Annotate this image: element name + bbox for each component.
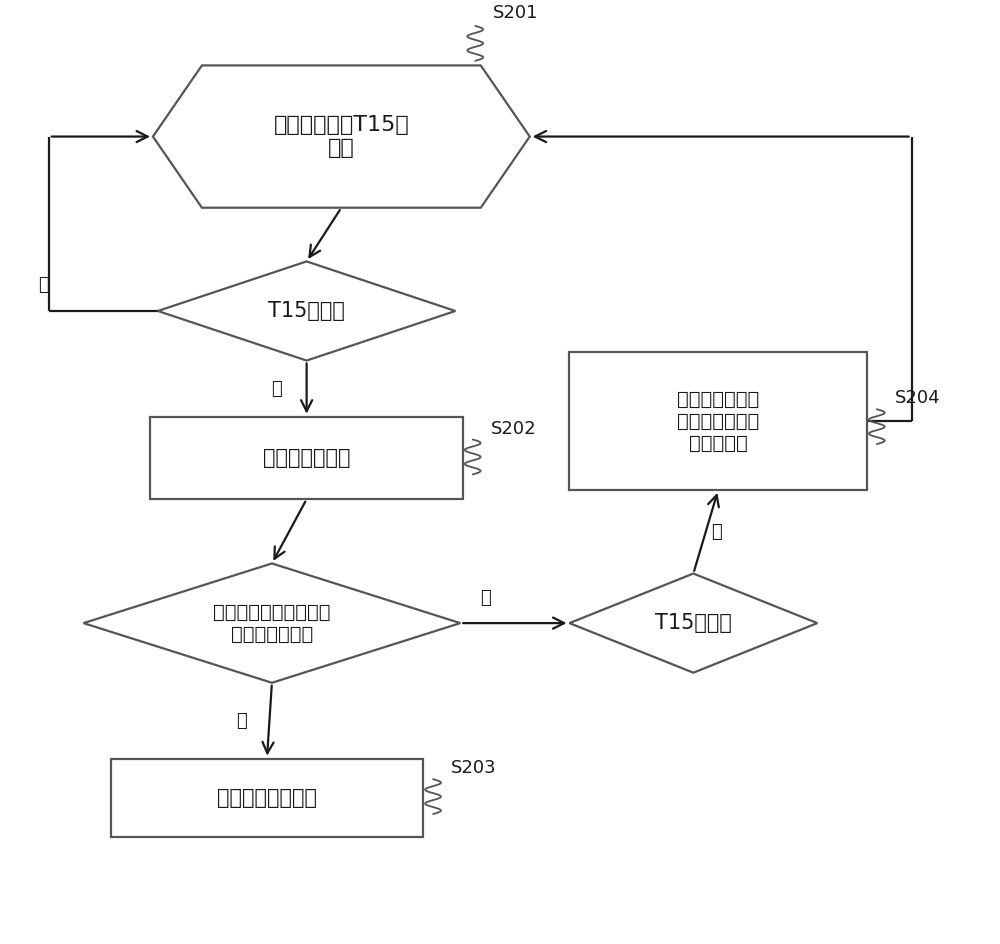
Text: S204: S204 bbox=[895, 389, 940, 408]
Text: 否: 否 bbox=[480, 589, 491, 607]
Text: 控制定时器停止
计时并清零，喷
油保持使能: 控制定时器停止 计时并清零，喷 油保持使能 bbox=[677, 390, 759, 452]
Text: S202: S202 bbox=[491, 420, 536, 438]
Polygon shape bbox=[153, 65, 530, 208]
Text: 是: 是 bbox=[271, 379, 282, 397]
Text: 定时器开始计时: 定时器开始计时 bbox=[263, 447, 350, 468]
Text: T15上升沿: T15上升沿 bbox=[655, 613, 732, 633]
Text: 定时器的计时指示达到
预定时间的延时: 定时器的计时指示达到 预定时间的延时 bbox=[213, 602, 331, 644]
Polygon shape bbox=[569, 574, 817, 673]
Text: 否: 否 bbox=[38, 277, 49, 295]
Bar bbox=[111, 759, 423, 836]
Polygon shape bbox=[84, 564, 460, 683]
Text: 激活喷油关断路径: 激活喷油关断路径 bbox=[217, 787, 317, 807]
Bar bbox=[150, 416, 463, 499]
Text: 是: 是 bbox=[711, 523, 722, 541]
Text: 监测钥匙开关T15的
状态: 监测钥匙开关T15的 状态 bbox=[273, 115, 409, 159]
Text: S201: S201 bbox=[493, 5, 539, 23]
Text: S203: S203 bbox=[451, 759, 497, 777]
Bar bbox=[569, 352, 867, 490]
Text: T15下降沿: T15下降沿 bbox=[268, 301, 345, 321]
Text: 是: 是 bbox=[236, 712, 247, 730]
Polygon shape bbox=[158, 261, 455, 361]
